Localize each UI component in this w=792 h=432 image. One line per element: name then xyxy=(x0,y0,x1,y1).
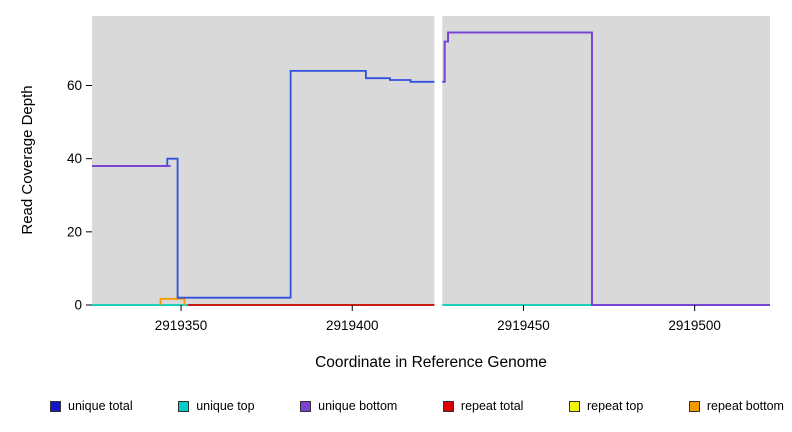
legend-label: unique bottom xyxy=(318,399,398,413)
plot-panel xyxy=(92,16,770,305)
legend-label: repeat bottom xyxy=(706,399,784,413)
plot-area: 0 20 40 60 2919350 2919400 2919450 2919500 xyxy=(66,13,770,333)
legend-item-unique-bottom: unique bottom xyxy=(300,399,397,413)
legend-swatch xyxy=(688,400,700,412)
y-tick-label: 0 xyxy=(74,298,82,313)
legend-item-unique-top: unique top xyxy=(178,399,255,413)
y-tick-label: 20 xyxy=(67,224,82,239)
y-axis-label: Read Coverage Depth xyxy=(19,85,36,235)
series-line-repeat-bottom xyxy=(159,297,186,305)
legend-swatch xyxy=(442,400,454,412)
legend-label: repeat total xyxy=(460,399,524,413)
legend-swatch xyxy=(569,400,580,412)
coverage-gap-mask xyxy=(434,13,443,307)
series-line-unique-bottom xyxy=(443,31,770,306)
legend-swatch xyxy=(50,400,61,412)
legend-label: unique total xyxy=(68,399,133,413)
legend-label: unique top xyxy=(196,399,255,413)
y-tick-label: 60 xyxy=(67,78,82,93)
x-tick-label: 2919400 xyxy=(326,318,379,333)
x-tick-label: 2919450 xyxy=(497,318,550,333)
y-tick-label: 40 xyxy=(67,151,82,166)
legend: unique total unique top unique bottom repea… xyxy=(50,399,784,413)
x-axis-label: Coordinate in Reference Genome xyxy=(315,354,547,371)
legend-item-repeat-bottom: repeat bottom xyxy=(688,399,784,413)
legend-item-unique-total: unique total xyxy=(50,399,133,413)
legend-swatch xyxy=(300,400,312,412)
legend-label: repeat top xyxy=(587,399,644,413)
x-tick-label: 2919350 xyxy=(155,318,208,333)
legend-item-repeat-top: repeat top xyxy=(569,399,643,413)
legend-item-repeat-total: repeat total xyxy=(442,399,524,413)
legend-swatch xyxy=(178,400,190,412)
x-tick-label: 2919500 xyxy=(668,318,721,333)
